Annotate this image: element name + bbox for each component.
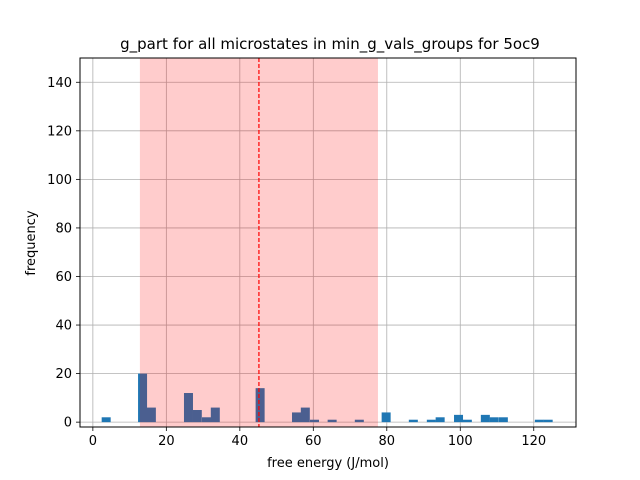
x-tick-label: 40 bbox=[232, 434, 249, 449]
y-tick-label: 80 bbox=[55, 221, 72, 236]
histogram-bars bbox=[101, 373, 553, 423]
histogram-bar bbox=[480, 414, 490, 423]
histogram-bar bbox=[498, 417, 508, 423]
histogram-bar bbox=[201, 417, 211, 423]
histogram-bar bbox=[291, 412, 301, 423]
histogram-bar bbox=[435, 417, 445, 423]
histogram-bar bbox=[426, 419, 436, 423]
y-tick-label: 60 bbox=[55, 270, 72, 285]
histogram-bar bbox=[210, 407, 220, 423]
histogram-bar bbox=[138, 373, 148, 423]
y-tick-label: 120 bbox=[47, 124, 72, 139]
histogram-bar bbox=[309, 419, 319, 423]
x-tick-label: 80 bbox=[379, 434, 396, 449]
x-tick-label: 0 bbox=[89, 434, 97, 449]
chart-title: g_part for all microstates in min_g_vals… bbox=[120, 35, 540, 54]
histogram-bar bbox=[408, 419, 418, 423]
y-tick-label: 100 bbox=[47, 173, 72, 188]
histogram-bar bbox=[192, 410, 202, 423]
x-tick-label: 100 bbox=[448, 434, 473, 449]
histogram-bar bbox=[454, 414, 464, 423]
histogram-bar bbox=[489, 417, 499, 423]
y-tick-label: 0 bbox=[64, 416, 72, 431]
y-tick-label: 20 bbox=[55, 367, 72, 382]
axis-ticks: 0 20 40 60 80 100 120 0 20 40 60 80 100 120 140 bbox=[47, 76, 546, 449]
x-tick-label: 20 bbox=[158, 434, 175, 449]
histogram-bar bbox=[534, 419, 544, 423]
y-axis-label: frequency bbox=[24, 210, 39, 276]
x-axis-label: free energy (J/mol) bbox=[267, 456, 389, 471]
histogram-bar bbox=[543, 419, 553, 423]
plot-area bbox=[80, 58, 576, 427]
histogram-bar bbox=[381, 412, 391, 423]
y-tick-label: 140 bbox=[47, 76, 72, 91]
histogram-bar bbox=[146, 407, 156, 423]
x-tick-label: 60 bbox=[305, 434, 322, 449]
histogram-bar bbox=[327, 419, 337, 423]
histogram-bar bbox=[255, 388, 265, 423]
x-tick-label: 120 bbox=[521, 434, 546, 449]
y-tick-label: 40 bbox=[55, 319, 72, 334]
histogram-bar bbox=[300, 407, 310, 423]
plot-frame bbox=[79, 57, 577, 428]
histogram-bar bbox=[354, 419, 364, 423]
histogram-bar bbox=[183, 393, 193, 423]
histogram-bar bbox=[101, 417, 111, 423]
histogram-bar bbox=[462, 419, 472, 423]
